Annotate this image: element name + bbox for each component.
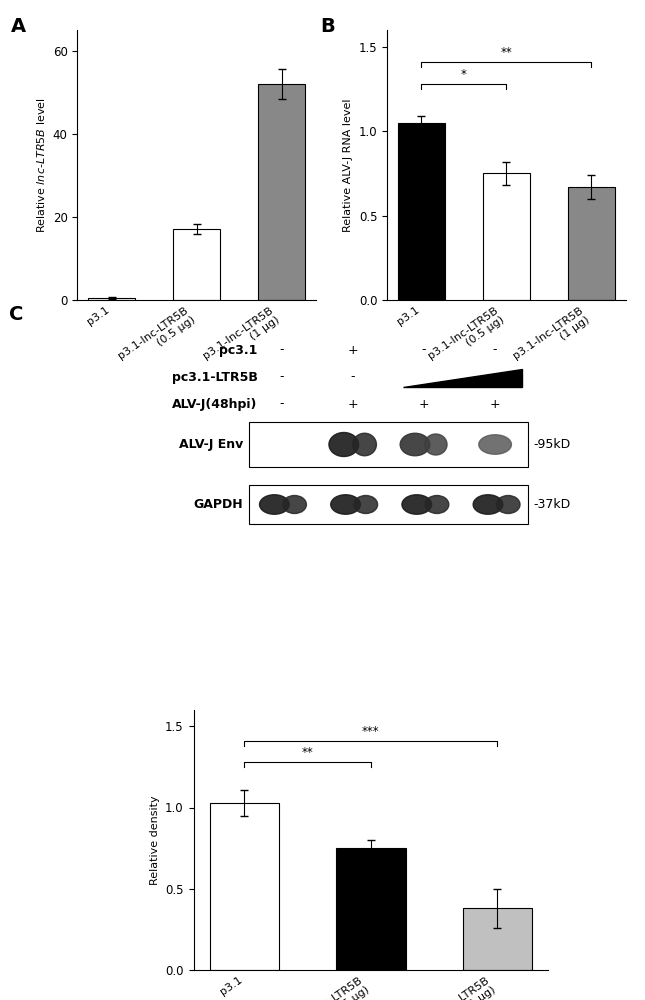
Text: ALV-J(48hpi): ALV-J(48hpi) <box>172 398 258 411</box>
Text: -37kD: -37kD <box>533 498 571 511</box>
Y-axis label: Relative density: Relative density <box>150 795 159 885</box>
Bar <box>88 298 135 300</box>
Bar <box>336 848 406 970</box>
Text: pc3.1-LTR5B: pc3.1-LTR5B <box>172 371 258 384</box>
Bar <box>398 123 444 300</box>
Polygon shape <box>403 369 522 387</box>
Text: +: + <box>419 398 429 411</box>
Bar <box>568 187 615 300</box>
Ellipse shape <box>329 433 359 457</box>
Bar <box>483 173 530 300</box>
Ellipse shape <box>424 434 447 455</box>
Text: -: - <box>422 344 426 357</box>
Text: -: - <box>350 371 355 384</box>
Bar <box>249 485 528 524</box>
Text: A: A <box>10 16 26 35</box>
Text: -: - <box>279 371 284 384</box>
Ellipse shape <box>331 495 361 514</box>
Ellipse shape <box>354 496 377 514</box>
Bar <box>174 229 220 300</box>
Ellipse shape <box>479 435 511 454</box>
Bar <box>259 84 305 300</box>
Text: +: + <box>490 398 501 411</box>
Y-axis label: Relative ALV-J RNA level: Relative ALV-J RNA level <box>343 98 353 232</box>
Text: *: * <box>461 68 467 81</box>
Ellipse shape <box>400 433 430 456</box>
Ellipse shape <box>496 496 520 514</box>
Text: ALV-J Env: ALV-J Env <box>179 438 243 451</box>
Text: B: B <box>320 16 335 35</box>
Text: -: - <box>279 398 284 411</box>
Ellipse shape <box>259 495 289 514</box>
Text: GAPDH: GAPDH <box>194 498 243 511</box>
Text: +: + <box>348 344 358 357</box>
Ellipse shape <box>473 495 503 514</box>
Text: -: - <box>279 344 284 357</box>
Ellipse shape <box>425 496 449 514</box>
Text: **: ** <box>501 46 512 59</box>
Bar <box>462 908 532 970</box>
Ellipse shape <box>402 495 432 514</box>
Ellipse shape <box>283 496 306 514</box>
Text: C: C <box>8 305 23 324</box>
Text: -: - <box>493 344 497 357</box>
Text: **: ** <box>302 746 313 759</box>
Text: ***: *** <box>362 725 380 738</box>
Text: pc3.1: pc3.1 <box>219 344 258 357</box>
Ellipse shape <box>353 433 377 456</box>
Bar <box>249 422 528 467</box>
Text: +: + <box>348 398 358 411</box>
Bar <box>210 803 279 970</box>
Text: -95kD: -95kD <box>533 438 571 451</box>
Y-axis label: Relative $\it{lnc}$-$\it{LTR5B}$ level: Relative $\it{lnc}$-$\it{LTR5B}$ level <box>35 97 47 233</box>
